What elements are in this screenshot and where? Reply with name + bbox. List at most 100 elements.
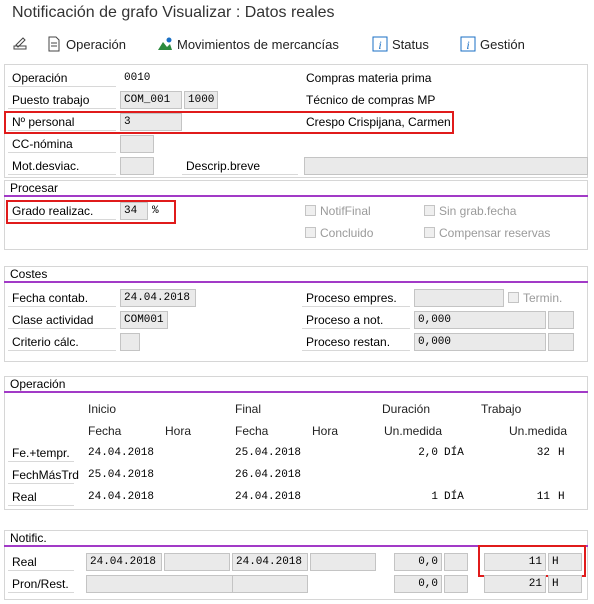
- edit-icon: [13, 37, 27, 50]
- notific-pron-final-field[interactable]: [232, 575, 308, 593]
- row-fechmastrd-inicio: 25.04.2018: [88, 469, 155, 481]
- col-hora-final: Hora: [312, 424, 339, 438]
- clase-actividad-field[interactable]: COM001: [120, 311, 168, 329]
- gestion-button[interactable]: i Gestión: [460, 34, 525, 54]
- notific-real-duracion-field[interactable]: 0,0: [394, 553, 442, 571]
- row-fetempr-label: Fe.+tempr.: [8, 444, 74, 462]
- costes-title: Costes: [10, 267, 48, 281]
- row-real-trabajo: 11: [536, 491, 550, 503]
- goods-movement-icon: [158, 37, 172, 50]
- puesto-label: Puesto trabajo: [8, 91, 116, 109]
- notific-real-trabajo-field[interactable]: 11: [484, 553, 546, 571]
- proceso-anot-field[interactable]: 0,000: [414, 311, 546, 329]
- page-title: Notificación de grafo Visualizar : Datos…: [12, 4, 335, 21]
- toolbar-icon-edit[interactable]: [12, 34, 28, 54]
- row-fetempr-final: 25.04.2018: [235, 447, 302, 459]
- col-hora-inicio: Hora: [165, 424, 192, 438]
- proceso-empres-label: Proceso empres.: [302, 289, 410, 307]
- movimientos-button[interactable]: Movimientos de mercancías: [157, 34, 339, 54]
- puesto-field[interactable]: COM_001: [120, 91, 182, 109]
- notific-real-dunit-field[interactable]: [444, 553, 468, 571]
- notific-pron-duracion-field[interactable]: 0,0: [394, 575, 442, 593]
- descrip-field[interactable]: [304, 157, 588, 175]
- personal-name: Crespo Crispijana, Carmen: [306, 115, 451, 129]
- compensar-checkbox[interactable]: [424, 227, 435, 238]
- notiffinal-label: NotifFinal: [320, 204, 371, 218]
- row-fetempr-trabajo: 32: [536, 447, 550, 459]
- notific-real-inicio-field[interactable]: 24.04.2018: [86, 553, 162, 571]
- motdesv-field[interactable]: [120, 157, 154, 175]
- col-final: Final: [235, 402, 262, 416]
- info-icon: i: [372, 36, 388, 52]
- procesar-divider: [4, 195, 588, 197]
- operacion-desc: Compras materia prima: [306, 71, 432, 85]
- operacion-panel: [4, 376, 588, 510]
- operacion-button[interactable]: Operación: [46, 34, 126, 54]
- col-fecha-final: Fecha: [235, 424, 269, 438]
- highlight-personal: [4, 111, 454, 134]
- proceso-restan-unit-field[interactable]: [548, 333, 574, 351]
- operacion-sec-title: Operación: [10, 377, 66, 391]
- notific-real-hora-final-field[interactable]: [310, 553, 376, 571]
- compensar-label: Compensar reservas: [439, 226, 551, 240]
- operacion-button-label: Operación: [66, 36, 126, 52]
- procesar-title: Procesar: [10, 181, 59, 195]
- grado-label: Grado realizac.: [8, 202, 116, 220]
- ccnomina-label: CC-nómina: [8, 135, 116, 153]
- notific-title: Notific.: [10, 531, 47, 545]
- row-fechmastrd-label: FechMásTrd: [8, 466, 79, 484]
- document-icon: [48, 36, 60, 52]
- svg-text:i: i: [466, 38, 469, 52]
- operacion-divider: [4, 391, 588, 393]
- notific-pron-label: Pron/Rest.: [8, 575, 74, 593]
- col-fecha-inicio: Fecha: [88, 424, 122, 438]
- operacion-value: 0010: [124, 72, 151, 84]
- termin-checkbox[interactable]: [508, 292, 519, 303]
- personal-label: Nº personal: [8, 113, 116, 131]
- fecha-contab-field[interactable]: 24.04.2018: [120, 289, 196, 307]
- fecha-contab-label: Fecha contab.: [8, 289, 116, 307]
- concluido-checkbox[interactable]: [305, 227, 316, 238]
- proceso-anot-unit-field[interactable]: [548, 311, 574, 329]
- status-button[interactable]: i Status: [372, 34, 429, 54]
- motdesv-label: Mot.desviac.: [8, 157, 116, 175]
- row-real-dunit: DÍA: [444, 491, 464, 503]
- puesto-centro-field[interactable]: 1000: [184, 91, 218, 109]
- grado-unit: %: [152, 205, 159, 217]
- highlight-notific-trabajo: [478, 545, 586, 577]
- notiffinal-checkbox[interactable]: [305, 205, 316, 216]
- row-real-tunit: H: [558, 491, 565, 503]
- proceso-restan-field[interactable]: 0,000: [414, 333, 546, 351]
- notific-panel: [4, 530, 588, 600]
- criterio-field[interactable]: [120, 333, 140, 351]
- notific-real-final-field[interactable]: 24.04.2018: [232, 553, 308, 571]
- termin-label: Termin.: [523, 291, 563, 305]
- row-real-duracion: 1: [431, 491, 438, 503]
- notific-pron-dunit-field[interactable]: [444, 575, 468, 593]
- row-real-inicio: 24.04.2018: [88, 491, 155, 503]
- row-fechmastrd-final: 26.04.2018: [235, 469, 302, 481]
- row-real-final: 24.04.2018: [235, 491, 302, 503]
- col-duracion: Duración: [382, 402, 431, 416]
- costes-divider: [4, 281, 588, 283]
- info-icon: i: [460, 36, 476, 52]
- singrab-checkbox[interactable]: [424, 205, 435, 216]
- singrab-label: Sin grab.fecha: [439, 204, 517, 218]
- notific-pron-tunit-field[interactable]: H: [548, 575, 582, 593]
- proceso-anot-label: Proceso a not.: [302, 311, 410, 329]
- proceso-empres-field[interactable]: [414, 289, 504, 307]
- proceso-restan-label: Proceso restan.: [302, 333, 410, 351]
- col-unmedida-trabajo: Un.medida: [509, 424, 568, 438]
- personal-field[interactable]: 3: [120, 113, 182, 131]
- notific-real-label: Real: [8, 553, 74, 571]
- notific-real-hora-inicio-field[interactable]: [164, 553, 230, 571]
- grado-field[interactable]: 34: [120, 202, 148, 220]
- row-real-label: Real: [8, 488, 74, 506]
- notific-pron-trabajo-field[interactable]: 21: [484, 575, 546, 593]
- svg-text:i: i: [378, 38, 381, 52]
- col-trabajo: Trabajo: [481, 402, 522, 416]
- notific-real-tunit-field[interactable]: H: [548, 553, 582, 571]
- criterio-label: Criterio cálc.: [8, 333, 116, 351]
- ccnomina-field[interactable]: [120, 135, 154, 153]
- clase-actividad-label: Clase actividad: [8, 311, 116, 329]
